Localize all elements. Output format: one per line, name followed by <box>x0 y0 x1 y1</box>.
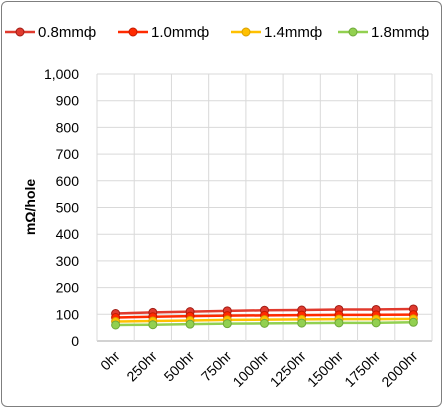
x-axis-ticks: 0hr 250hr 500hr 750hr1000hr1250hr1500hr1750… <box>97 348 421 390</box>
data-point <box>111 320 121 330</box>
legend-label: 1.8mmф <box>371 24 429 41</box>
y-axis-title: mΩ/hole <box>22 179 38 236</box>
data-point <box>148 320 158 330</box>
data-point <box>260 318 269 328</box>
x-tick-label: 1500hr <box>304 348 346 390</box>
series-layer <box>111 304 418 330</box>
legend: 0.8mmф 1.0mmф 1.4mmф 1.8mmф <box>5 24 429 41</box>
x-tick-label: 2000hr <box>378 348 420 390</box>
y-tick-label: 0 <box>71 333 79 349</box>
y-tick-label: 300 <box>56 253 80 269</box>
data-point <box>334 318 344 328</box>
legend-marker <box>128 27 138 37</box>
legend-label: 1.4mmф <box>264 24 322 41</box>
data-point <box>371 318 381 328</box>
x-tick-label: 500hr <box>161 348 198 385</box>
y-tick-label: 700 <box>56 146 80 162</box>
data-point <box>297 318 307 328</box>
y-tick-label: 1,000 <box>44 66 79 82</box>
x-tick-label: 250hr <box>123 348 160 385</box>
gridlines <box>96 73 433 342</box>
x-tick-label: 1750hr <box>341 348 383 390</box>
y-axis-ticks: 0 100 200 300 400 500 600 700 800 900 1,000 <box>44 66 79 349</box>
y-tick-label: 800 <box>56 119 80 135</box>
data-point <box>185 319 195 329</box>
y-tick-label: 200 <box>56 280 80 296</box>
legend-marker <box>241 27 251 37</box>
legend-marker <box>348 27 358 37</box>
x-tick-label: 1000hr <box>229 348 271 390</box>
data-point <box>222 319 232 329</box>
data-point <box>408 317 418 327</box>
y-tick-label: 100 <box>56 306 80 322</box>
y-tick-label: 600 <box>56 173 80 189</box>
x-tick-label: 0hr <box>97 348 123 374</box>
y-tick-label: 900 <box>56 93 80 109</box>
legend-label: 1.0mmф <box>151 24 209 41</box>
legend-label: 0.8mmф <box>38 24 96 41</box>
legend-marker <box>15 27 25 37</box>
y-tick-label: 400 <box>56 226 80 242</box>
y-tick-label: 500 <box>56 200 80 216</box>
x-tick-label: 1250hr <box>267 348 309 390</box>
